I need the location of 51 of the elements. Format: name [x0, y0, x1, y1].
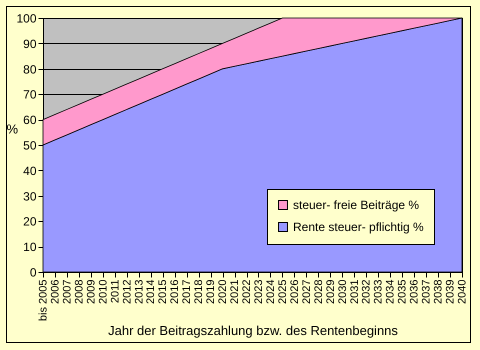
- x-tick-label: 2023: [252, 280, 265, 304]
- x-tick-label: 2026: [288, 280, 301, 304]
- x-tick-label: 2011: [109, 280, 122, 304]
- y-tick-label: 80: [23, 62, 37, 76]
- x-tick-label: 2036: [408, 280, 421, 304]
- y-axis-title: %: [6, 122, 18, 136]
- x-tick-label: 2013: [133, 280, 146, 304]
- x-tick-label: 2033: [372, 280, 385, 304]
- y-tick-label: 90: [23, 36, 37, 51]
- x-tick-label: 2030: [336, 280, 349, 304]
- x-tick-label: 2038: [432, 280, 445, 304]
- x-tick-label: 2037: [420, 280, 433, 304]
- legend-label: steuer- freie Beiträge %: [293, 198, 420, 212]
- y-tick-label: 70: [23, 88, 37, 102]
- y-tick-label: 20: [23, 214, 37, 229]
- x-tick-label: 2031: [348, 280, 361, 304]
- x-tick-label: 2022: [241, 280, 254, 304]
- x-tick-label: 2008: [73, 280, 86, 304]
- x-tick-label: 2027: [300, 280, 313, 304]
- x-tick-label: 2025: [276, 280, 289, 304]
- y-tick-label: 0: [30, 266, 37, 280]
- x-tick-label: 2015: [157, 280, 170, 304]
- x-tick-label: 2007: [61, 280, 74, 304]
- y-tick-label: 60: [23, 113, 37, 128]
- x-tick-label: 2029: [324, 280, 337, 304]
- x-tick-label: 2019: [205, 280, 218, 304]
- x-axis-title: Jahr der Beitragszahlung bzw. des Rentenbeginns: [108, 323, 398, 338]
- x-tick-label: 2012: [121, 280, 134, 304]
- x-tick-label: 2034: [384, 280, 397, 304]
- x-tick-label: 2039: [444, 280, 457, 304]
- x-tick-label: 2014: [145, 280, 158, 304]
- x-tick-label: 2020: [217, 280, 230, 304]
- y-tick-label: 40: [23, 164, 37, 178]
- x-tick-label: 2016: [169, 280, 182, 304]
- legend-label: Rente steuer- pflichtig %: [293, 220, 424, 234]
- y-tick-label: 50: [23, 138, 37, 152]
- x-tick-label: 2018: [193, 280, 206, 304]
- x-tick-label: 2021: [229, 280, 242, 304]
- x-tick-label: 2017: [181, 280, 194, 304]
- y-tick-label: 30: [23, 189, 37, 204]
- x-tick-label: 2024: [264, 280, 277, 304]
- y-tick-label: 100: [16, 12, 37, 26]
- x-tick-label: 2009: [85, 280, 98, 304]
- x-tick-label: bis 2005: [38, 280, 50, 322]
- x-tick-label: 2040: [456, 280, 468, 304]
- x-tick-label: 2035: [396, 280, 409, 304]
- x-tick-label: 2028: [312, 280, 325, 304]
- x-tick-label: 2010: [97, 280, 110, 304]
- y-tick-label: 10: [23, 240, 37, 254]
- x-tick-label: 2006: [49, 280, 62, 304]
- x-tick-label: 2032: [360, 280, 373, 304]
